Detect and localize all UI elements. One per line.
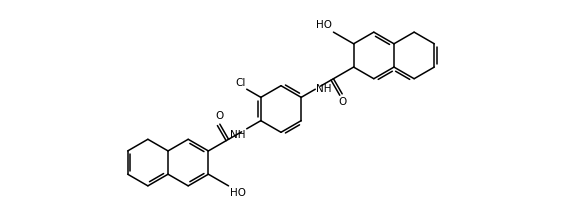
Text: NH: NH: [316, 84, 332, 94]
Text: O: O: [216, 111, 224, 121]
Text: NH: NH: [230, 130, 246, 140]
Text: Cl: Cl: [235, 78, 246, 88]
Text: HO: HO: [316, 20, 332, 30]
Text: O: O: [338, 97, 346, 107]
Text: HO: HO: [230, 188, 246, 198]
